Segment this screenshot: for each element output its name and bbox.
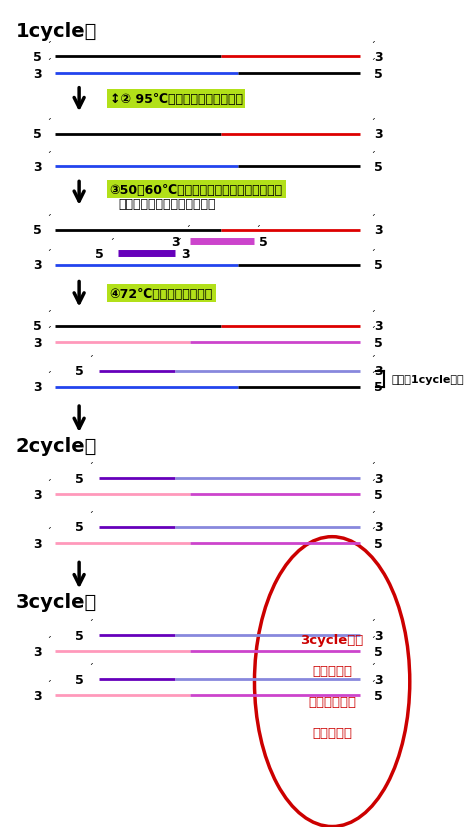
Text: 5: 5 [374, 488, 383, 501]
Text: ´: ´ [370, 663, 375, 674]
Text: ´: ´ [176, 238, 181, 248]
Text: 5: 5 [374, 259, 383, 272]
Text: ´: ´ [255, 226, 260, 237]
Text: 3: 3 [374, 472, 383, 485]
Text: 5: 5 [33, 128, 42, 141]
Text: ´: ´ [46, 250, 51, 260]
Text: 5: 5 [33, 320, 42, 333]
Circle shape [255, 537, 410, 826]
Text: ´: ´ [46, 528, 51, 538]
Text: 5: 5 [75, 365, 83, 378]
Text: 3: 3 [33, 537, 42, 550]
Text: 3: 3 [374, 224, 383, 237]
Text: ´: ´ [370, 250, 375, 260]
Text: ´: ´ [88, 619, 93, 629]
Text: 3: 3 [33, 160, 42, 174]
Text: ´: ´ [109, 238, 115, 248]
Text: ´: ´ [370, 327, 375, 337]
Text: 3cycle目: 3cycle目 [16, 593, 97, 612]
Text: が得られる: が得られる [312, 726, 352, 739]
Text: ´: ´ [88, 356, 93, 366]
Text: ´: ´ [370, 356, 375, 366]
Text: 2cycle目: 2cycle目 [16, 437, 97, 456]
Text: ③50～60℃で、鬳型ＤＮＡとプライマーを: ③50～60℃で、鬳型ＤＮＡとプライマーを [109, 184, 283, 196]
Text: 3: 3 [374, 673, 383, 686]
Text: 3: 3 [33, 381, 42, 394]
Text: 5: 5 [374, 337, 383, 349]
Text: ´: ´ [370, 463, 375, 473]
Text: ´: ´ [88, 663, 93, 674]
Text: ´: ´ [46, 119, 51, 129]
Text: 5: 5 [75, 472, 83, 485]
Text: 5: 5 [95, 247, 104, 261]
Text: 3: 3 [33, 488, 42, 501]
Text: 5: 5 [33, 50, 42, 64]
Text: 結合させる（アニーリング）: 結合させる（アニーリング） [118, 198, 216, 211]
Text: ´: ´ [370, 479, 375, 489]
Text: 5: 5 [75, 629, 83, 642]
Text: 領域のＤＮＡ: 領域のＤＮＡ [308, 695, 356, 708]
Text: 3: 3 [181, 247, 190, 261]
Text: 5: 5 [374, 537, 383, 550]
Text: ここで1cycle完了: ここで1cycle完了 [391, 375, 464, 385]
Text: ´: ´ [46, 371, 51, 382]
Text: ´: ´ [185, 226, 190, 237]
Text: 1cycle目: 1cycle目 [16, 22, 97, 41]
Text: 3: 3 [33, 259, 42, 272]
Text: 3: 3 [33, 689, 42, 702]
Text: ↕② 95℃で二本鎖ＤＮＡを解離: ↕② 95℃で二本鎖ＤＮＡを解離 [109, 93, 243, 106]
Text: 3: 3 [171, 236, 180, 248]
Text: 5: 5 [374, 645, 383, 658]
Text: 5: 5 [374, 160, 383, 174]
Text: 増幅したい: 増幅したい [312, 664, 352, 676]
Text: 3: 3 [374, 50, 383, 64]
Text: 5: 5 [259, 236, 268, 248]
Text: 3: 3 [374, 521, 383, 533]
Text: ´: ´ [46, 680, 51, 690]
Text: ´: ´ [46, 311, 51, 321]
Text: ´: ´ [370, 59, 375, 69]
Text: 3: 3 [374, 629, 383, 642]
Text: 3cycle目で: 3cycle目で [301, 633, 364, 646]
Text: 3: 3 [374, 320, 383, 333]
Text: ´: ´ [46, 41, 51, 51]
Text: ´: ´ [370, 311, 375, 321]
Text: 5: 5 [75, 521, 83, 533]
Text: 3: 3 [33, 337, 42, 349]
Text: ´: ´ [370, 528, 375, 538]
Text: ´: ´ [46, 636, 51, 646]
Text: 3: 3 [33, 645, 42, 658]
Text: ´: ´ [370, 151, 375, 161]
Text: ´: ´ [370, 512, 375, 522]
Text: ´: ´ [46, 327, 51, 337]
Text: 3: 3 [374, 128, 383, 141]
Text: ´: ´ [46, 215, 51, 225]
Text: ´: ´ [46, 479, 51, 489]
Text: 3: 3 [33, 68, 42, 81]
Text: ´: ´ [370, 636, 375, 646]
Text: ´: ´ [46, 151, 51, 161]
Text: 5: 5 [374, 381, 383, 394]
Text: 5: 5 [33, 224, 42, 237]
Text: ④72℃でＤＮＡ伸長反応: ④72℃でＤＮＡ伸長反応 [109, 288, 213, 300]
Text: ´: ´ [370, 119, 375, 129]
Text: 5: 5 [374, 68, 383, 81]
Text: 3: 3 [374, 365, 383, 378]
Text: ´: ´ [370, 619, 375, 629]
Text: 5: 5 [374, 689, 383, 702]
Text: ´: ´ [370, 680, 375, 690]
Text: ´: ´ [46, 59, 51, 69]
Text: 5: 5 [75, 673, 83, 686]
Text: ´: ´ [88, 512, 93, 522]
Text: ´: ´ [370, 371, 375, 382]
Text: ´: ´ [88, 463, 93, 473]
Text: ´: ´ [370, 215, 375, 225]
Text: ´: ´ [370, 41, 375, 51]
